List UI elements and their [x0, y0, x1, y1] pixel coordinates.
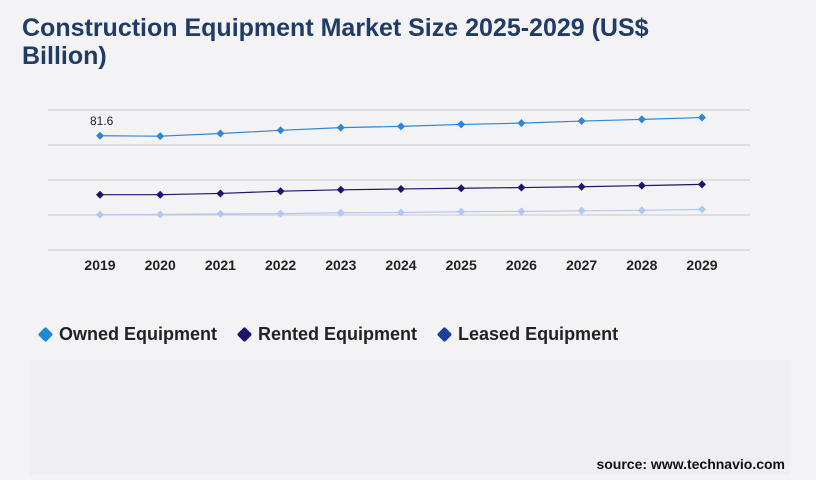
legend-label-owned: Owned Equipment [59, 323, 218, 344]
data-point-0-2028[interactable] [637, 115, 646, 124]
x-tick-label-2019: 2019 [84, 257, 115, 273]
data-point-1-2023[interactable] [336, 185, 345, 194]
data-point-2-2027[interactable] [577, 206, 586, 215]
data-label: 81.6 [90, 114, 114, 128]
data-point-0-2025[interactable] [457, 120, 466, 129]
x-tick-label-2020: 2020 [145, 257, 176, 273]
x-tick-label-2025: 2025 [446, 257, 477, 273]
legend-label-leased: Leased Equipment [458, 323, 619, 344]
chart-title: Construction Equipment Market Size 2025-… [22, 14, 649, 70]
data-point-0-2023[interactable] [336, 123, 345, 132]
legend: Owned Equipment Rented Equipment Leased … [37, 322, 640, 346]
data-point-0-2021[interactable] [216, 129, 225, 138]
data-point-1-2022[interactable] [276, 187, 285, 196]
x-tick-label-2024: 2024 [385, 257, 416, 273]
data-point-0-2027[interactable] [577, 117, 586, 126]
data-point-0-2019[interactable] [96, 131, 104, 140]
data-point-2-2025[interactable] [457, 207, 466, 216]
grid-lines [48, 109, 750, 251]
data-point-0-2022[interactable] [276, 126, 285, 135]
data-point-2-2022[interactable] [276, 209, 285, 218]
x-tick-label-2029: 2029 [686, 257, 717, 273]
data-point-2-2024[interactable] [397, 208, 405, 217]
data-point-0-2020[interactable] [156, 132, 165, 141]
legend-marker-rented [236, 326, 253, 342]
data-point-2-2021[interactable] [216, 209, 225, 218]
x-tick-label-2022: 2022 [265, 257, 296, 273]
data-point-1-2029[interactable] [698, 180, 706, 189]
data-labels: 81.6 [90, 114, 114, 128]
legend-item-rented[interactable]: Rented Equipment [236, 323, 418, 345]
x-tick-label-2026: 2026 [506, 257, 537, 273]
legend-marker-owned [37, 326, 54, 342]
x-tick-label-2028: 2028 [626, 257, 657, 273]
x-tick-label-2021: 2021 [205, 257, 236, 273]
data-point-0-2024[interactable] [397, 122, 405, 131]
x-tick-label-2023: 2023 [325, 257, 356, 273]
x-tick-label-2027: 2027 [566, 257, 597, 273]
data-point-1-2020[interactable] [156, 190, 165, 199]
data-point-0-2026[interactable] [517, 119, 526, 128]
data-point-2-2029[interactable] [698, 205, 706, 214]
legend-marker-leased [436, 326, 453, 342]
data-point-2-2026[interactable] [517, 207, 526, 216]
data-point-2-2028[interactable] [637, 206, 646, 215]
data-point-1-2019[interactable] [96, 190, 104, 199]
x-axis-tick-labels: 2019 2020 2021 2022 2023 2024 2025 2026 2027 2028… [84, 257, 717, 273]
data-point-1-2021[interactable] [216, 189, 225, 198]
legend-item-owned[interactable]: Owned Equipment [37, 323, 218, 345]
data-point-2-2023[interactable] [336, 208, 345, 217]
legend-item-leased[interactable]: Leased Equipment [436, 323, 619, 345]
legend-label-rented: Rented Equipment [258, 323, 418, 344]
data-point-1-2026[interactable] [517, 183, 526, 192]
data-point-1-2028[interactable] [637, 181, 646, 190]
legend-background-panel [30, 360, 790, 475]
series-lines [96, 113, 706, 219]
data-point-1-2025[interactable] [457, 184, 466, 193]
data-point-0-2029[interactable] [698, 113, 706, 122]
data-point-1-2027[interactable] [577, 182, 586, 191]
data-point-1-2024[interactable] [397, 184, 405, 193]
line-chart: 81.6 2019 2020 2021 2022 2023 2024 2025 2026 202… [48, 109, 750, 273]
data-point-2-2020[interactable] [156, 210, 165, 219]
data-point-2-2019[interactable] [96, 210, 104, 219]
source-credit: source: www.technavio.com [596, 456, 785, 472]
